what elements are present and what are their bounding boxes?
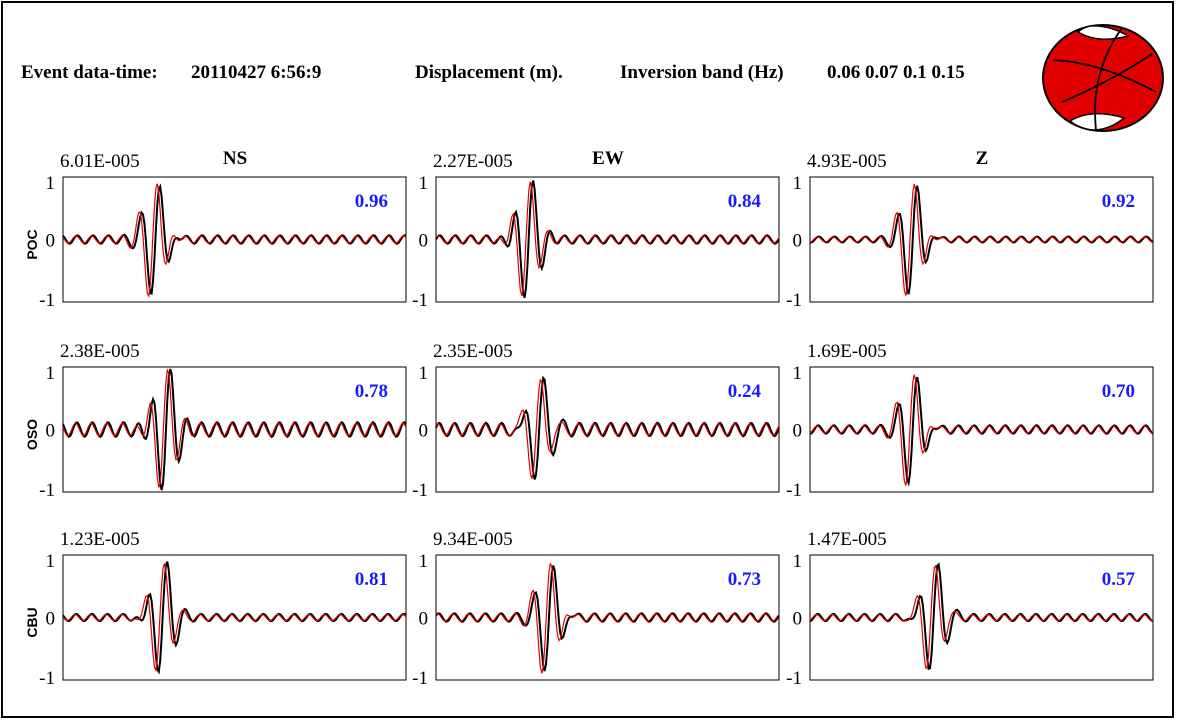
max-amplitude-label: 9.34E-005 [433,529,513,550]
synthetic-trace [809,184,1154,296]
correlation-value: 0.92 [1102,191,1135,212]
max-amplitude-label: 2.38E-005 [60,341,140,362]
component-title: Z [976,148,989,169]
correlation-value: 0.57 [1102,569,1136,590]
max-amplitude-label: 6.01E-005 [60,151,140,172]
y-tick-label: -1 [786,668,802,689]
y-tick-label: 0 [793,609,803,630]
y-tick-label: -1 [412,290,428,311]
observed-trace [809,376,1154,487]
y-tick-label: 0 [46,421,56,442]
max-amplitude-label: 1.23E-005 [60,529,140,550]
panel-axes [809,176,1154,303]
synthetic-trace [62,563,407,673]
correlation-value: 0.96 [355,191,388,212]
event-label: Event data-time: [21,62,158,83]
observed-trace [435,565,780,672]
y-tick-label: 0 [419,231,429,252]
y-tick-label: 1 [793,363,803,384]
focal-mechanism-beachball-icon [1042,24,1164,132]
band-label: Inversion band (Hz) [620,62,784,83]
max-amplitude-label: 2.35E-005 [433,341,513,362]
observed-trace [62,368,407,491]
max-amplitude-label: 1.69E-005 [807,341,887,362]
correlation-value: 0.24 [728,381,762,402]
event-time: 20110427 6:56:9 [191,62,322,83]
synthetic-trace [62,368,407,488]
max-amplitude-label: 2.27E-005 [433,151,513,172]
y-tick-label: 0 [46,609,56,630]
correlation-value: 0.84 [728,191,762,212]
panel-axes [809,554,1154,681]
y-tick-label: 1 [46,551,56,572]
y-tick-label: -1 [39,480,55,501]
panel-axes [62,366,407,493]
component-title: NS [223,148,247,169]
max-amplitude-label: 4.93E-005 [807,151,887,172]
y-tick-label: 0 [419,421,429,442]
correlation-value: 0.73 [728,569,761,590]
panel-axes [809,366,1154,493]
y-tick-label: -1 [39,290,55,311]
y-tick-label: 1 [419,551,429,572]
y-tick-label: -1 [786,290,802,311]
y-tick-label: 1 [793,173,803,194]
band-values: 0.06 0.07 0.1 0.15 [827,62,965,83]
y-tick-label: 1 [419,173,429,194]
observed-trace [435,375,780,480]
y-tick-label: -1 [412,480,428,501]
y-tick-label: 1 [46,363,56,384]
correlation-value: 0.78 [355,381,388,402]
station-label: OSO [24,419,40,450]
synthetic-trace [809,564,1154,669]
component-title: EW [592,148,624,169]
synthetic-trace [62,183,407,298]
y-tick-label: -1 [412,668,428,689]
station-label: CBU [24,607,40,637]
station-label: POC [24,229,40,259]
y-tick-label: 0 [46,231,56,252]
y-tick-label: 1 [793,551,803,572]
synthetic-trace [435,378,780,479]
y-tick-label: 0 [793,231,803,252]
max-amplitude-label: 1.47E-005 [807,529,887,550]
synthetic-trace [809,374,1154,486]
synthetic-trace [435,562,780,674]
y-tick-label: -1 [39,668,55,689]
panel-axes [62,176,407,303]
observed-trace [62,561,407,675]
units-label: Displacement (m). [415,62,563,83]
synthetic-trace [435,181,780,297]
y-tick-label: 1 [46,173,56,194]
correlation-value: 0.81 [355,569,388,590]
y-tick-label: -1 [786,480,802,501]
correlation-value: 0.70 [1102,381,1135,402]
y-tick-label: 0 [419,609,429,630]
y-tick-label: 0 [793,421,803,442]
y-tick-label: 1 [419,363,429,384]
